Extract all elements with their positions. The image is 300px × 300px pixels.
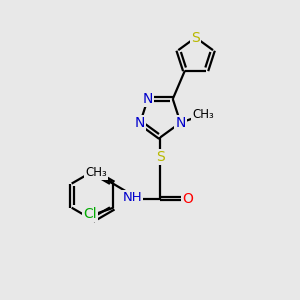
Text: N: N <box>143 92 153 106</box>
Text: CH₃: CH₃ <box>192 108 214 121</box>
Text: CH₃: CH₃ <box>85 166 107 178</box>
Text: S: S <box>156 150 165 164</box>
Text: Cl: Cl <box>83 207 97 220</box>
Text: S: S <box>191 31 200 44</box>
Text: N: N <box>175 116 186 130</box>
Text: O: O <box>182 192 193 206</box>
Text: NH: NH <box>122 191 142 204</box>
Text: N: N <box>135 116 145 130</box>
